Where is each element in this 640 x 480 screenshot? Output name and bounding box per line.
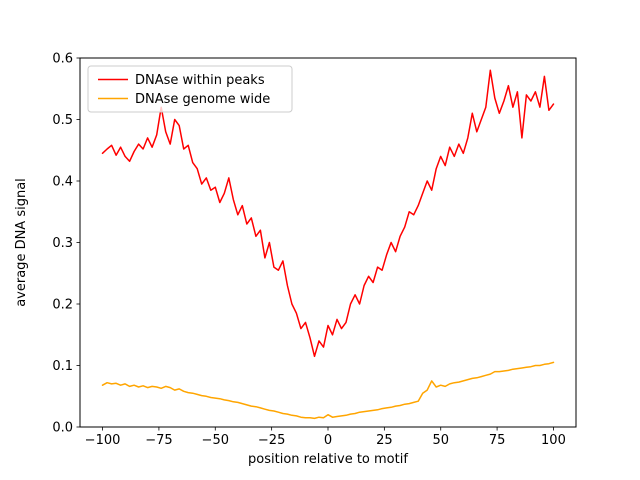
y-tick-label: 0.3	[52, 236, 73, 251]
y-tick-label: 0.2	[52, 298, 73, 313]
legend: DNAse within peaks DNAse genome wide	[87, 65, 293, 113]
y-tick-label: 0.4	[52, 175, 73, 190]
x-tick-label: 25	[376, 433, 393, 448]
y-tick-label: 0.5	[52, 113, 73, 128]
x-axis: −100 −75 −50 −25 0 25 50 75 100	[85, 427, 566, 448]
y-axis-label: average DNA signal	[14, 178, 29, 307]
series-line-1	[101, 361, 555, 420]
legend-label: DNAse genome wide	[135, 92, 270, 107]
x-tick-label: −75	[145, 433, 172, 448]
series-line-0	[101, 69, 555, 358]
x-tick-label: 50	[432, 433, 449, 448]
y-axis: 0.0 0.1 0.2 0.3 0.4 0.5 0.6	[52, 52, 80, 436]
x-tick-label: 0	[324, 433, 332, 448]
x-tick-label: 100	[541, 433, 566, 448]
x-tick-label: −25	[258, 433, 285, 448]
y-tick-label: 0.1	[52, 359, 73, 374]
y-tick-label: 0.6	[52, 52, 73, 67]
y-tick-label: 0.0	[52, 421, 73, 436]
legend-label: DNAse within peaks	[135, 73, 265, 88]
x-tick-label: −100	[85, 433, 121, 448]
legend-box	[87, 65, 293, 113]
x-axis-label: position relative to motif	[248, 452, 408, 467]
x-tick-label: −50	[202, 433, 229, 448]
x-tick-label: 75	[489, 433, 506, 448]
